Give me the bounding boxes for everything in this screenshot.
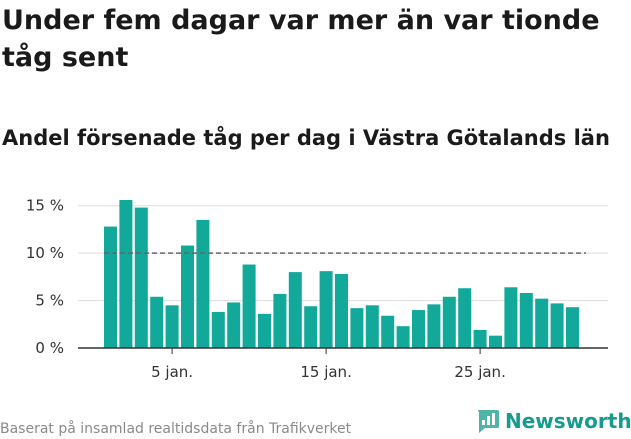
bar: [181, 245, 194, 348]
x-tick-label: 15 jan.: [300, 363, 352, 381]
y-tick-label: 10 %: [26, 244, 64, 262]
x-tick-label: 25 jan.: [454, 363, 506, 381]
bar: [535, 298, 549, 348]
x-tick-label: 5 jan.: [151, 363, 193, 381]
bar: [242, 264, 256, 348]
bar: [335, 274, 348, 348]
bar: [288, 272, 302, 348]
newsworthy-logo-icon: [478, 410, 499, 433]
bar: [350, 308, 364, 348]
x-axis: [78, 347, 608, 354]
bar: [150, 296, 164, 348]
bar: [473, 329, 487, 348]
x-tick-labels: 5 jan. 15 jan. 25 jan.: [151, 363, 506, 381]
bar-chart: 0 % 5 % 10 % 15 % 5 jan. 15 jan. 25 jan.: [26, 197, 608, 381]
brand-name: Newsworthy: [505, 409, 631, 433]
y-tick-label: 5 %: [35, 292, 64, 310]
bar: [427, 304, 441, 348]
bar: [489, 335, 502, 348]
bar: [396, 326, 410, 348]
y-tick-label: 0 %: [35, 339, 64, 357]
bars: [104, 200, 579, 348]
bar: [273, 293, 287, 348]
bar: [519, 292, 533, 348]
bar: [196, 219, 210, 348]
bar: [258, 313, 271, 348]
y-tick-labels: 0 % 5 % 10 % 15 %: [26, 197, 64, 357]
bar: [134, 207, 148, 348]
chart-title: Under fem dagar var mer än var tionde tå…: [2, 5, 600, 73]
bar: [165, 305, 179, 348]
bar: [365, 305, 379, 348]
bar: [504, 287, 518, 348]
bar: [550, 303, 564, 348]
source-note: Baserat på insamlad realtidsdata från Tr…: [0, 421, 352, 437]
brand-logo-group: Newsworthy: [476, 408, 631, 434]
bar: [442, 296, 456, 348]
bar: [304, 306, 318, 348]
bar: [104, 226, 117, 348]
y-tick-label: 15 %: [26, 197, 64, 215]
bar: [211, 311, 225, 348]
bar: [458, 288, 472, 348]
chart-subtitle: Andel försenade tåg per dag i Västra Göt…: [2, 126, 610, 150]
bar: [119, 200, 133, 348]
bar: [319, 271, 333, 348]
bar: [412, 310, 425, 348]
bar: [227, 302, 241, 348]
bar: [566, 307, 579, 348]
bar: [381, 315, 395, 348]
